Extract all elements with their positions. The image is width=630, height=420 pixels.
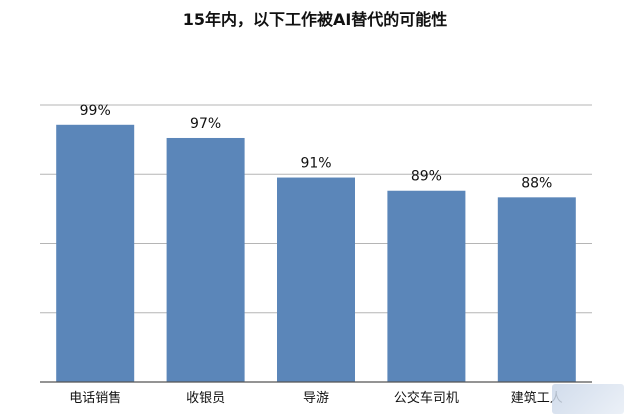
value-labels: 99% 97% 91% 89% 88% (80, 103, 553, 192)
category-label: 电话销售 (69, 390, 121, 406)
bar (497, 197, 576, 382)
watermark (552, 384, 624, 414)
value-label: 97% (190, 116, 221, 132)
value-label: 88% (521, 175, 552, 191)
bar (387, 190, 466, 382)
value-label: 91% (300, 156, 331, 172)
category-label: 导游 (303, 391, 329, 406)
bar (56, 124, 135, 383)
chart-title: 15年内，以下工作被AI替代的可能性 (182, 10, 448, 29)
value-label: 99% (80, 103, 111, 119)
bar (277, 177, 355, 382)
category-label: 公交车司机 (394, 390, 459, 406)
category-label: 收银员 (186, 391, 225, 406)
bar (166, 137, 245, 382)
category-label: 建筑工人 (511, 390, 563, 406)
value-label: 89% (411, 169, 442, 185)
bars (56, 124, 576, 383)
category-labels: 电话销售 收银员 导游 公交车司机 建筑工人 (69, 390, 563, 406)
